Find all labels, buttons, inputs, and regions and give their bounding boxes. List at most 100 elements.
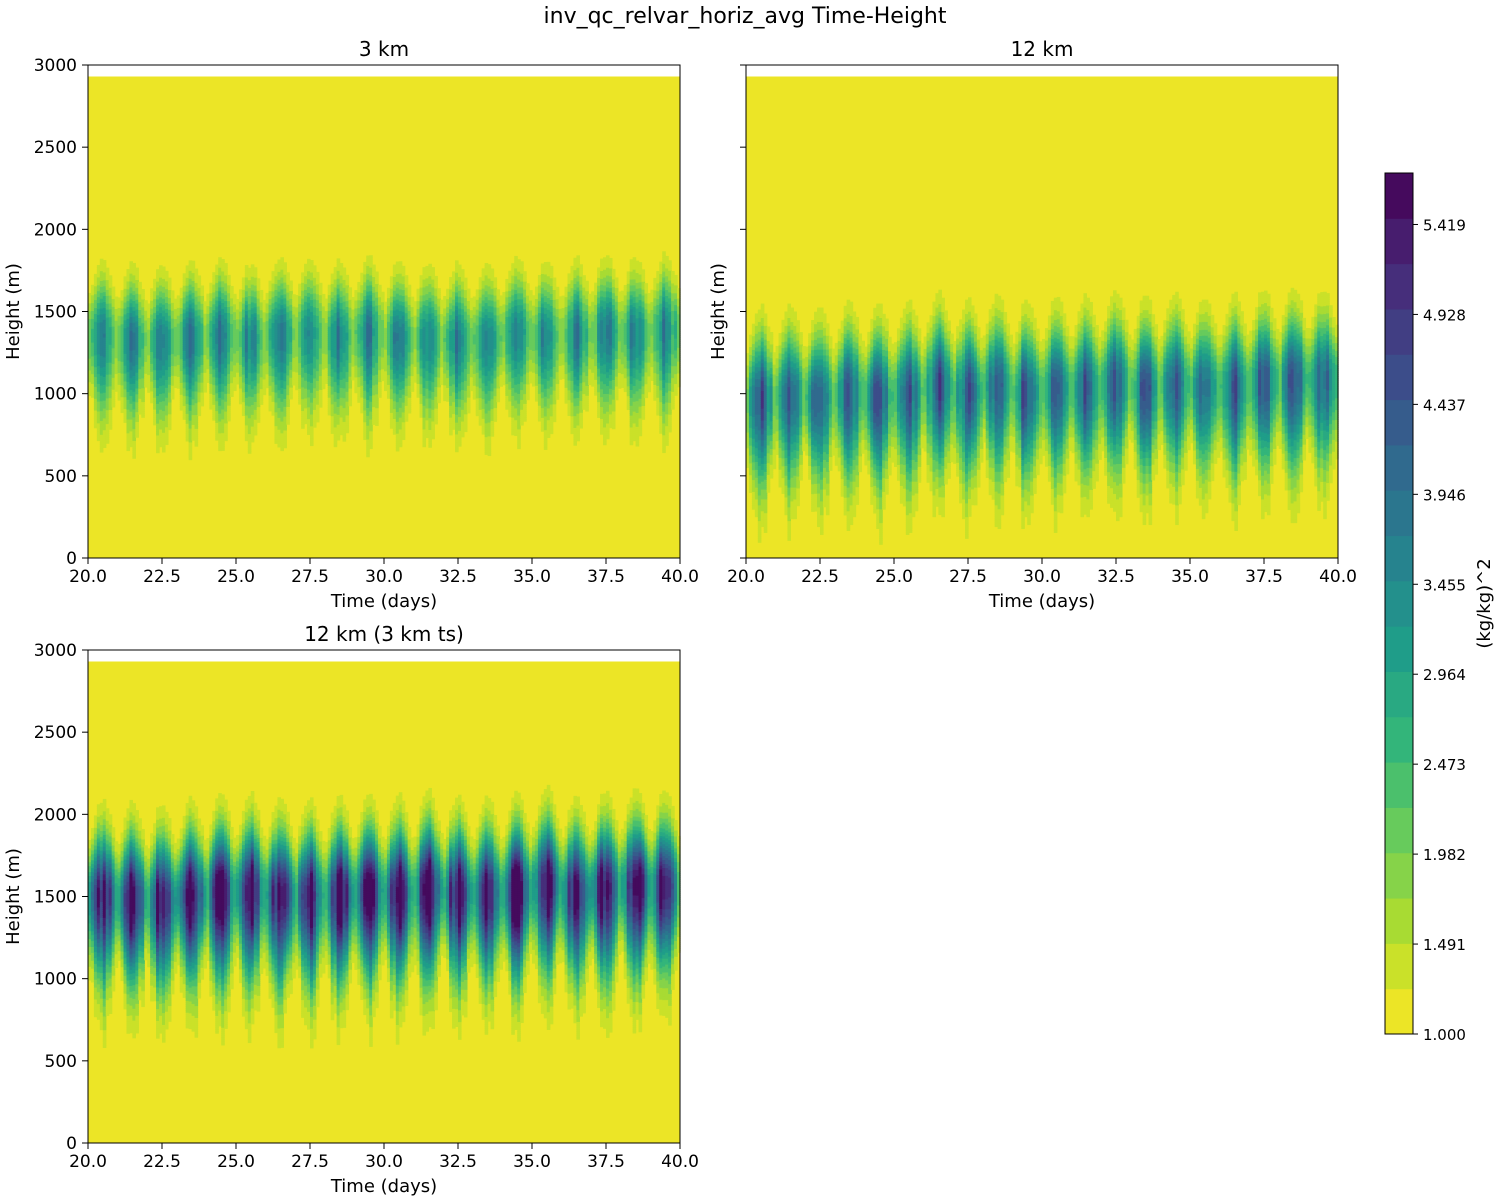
heatmap-cell xyxy=(99,418,104,422)
heatmap-cell xyxy=(90,294,95,298)
heatmap-cell xyxy=(156,304,160,308)
heatmap-cell xyxy=(93,335,98,338)
heatmap-cell xyxy=(90,298,95,302)
heatmap-cell xyxy=(126,336,131,339)
heatmap-cell xyxy=(99,327,104,331)
heatmap-cell xyxy=(153,387,157,390)
heatmap-cell xyxy=(114,387,119,390)
heatmap-cell xyxy=(153,418,157,422)
heatmap-cell xyxy=(135,291,139,294)
heatmap-cell xyxy=(159,426,163,430)
heatmap-cell xyxy=(162,408,166,412)
heatmap-cell xyxy=(120,309,125,313)
heatmap-cell xyxy=(90,379,95,383)
heatmap-cell xyxy=(99,290,104,293)
heatmap-cell xyxy=(111,375,116,378)
heatmap-cell xyxy=(141,338,145,341)
heatmap-cell xyxy=(141,379,145,383)
heatmap-cell xyxy=(111,353,116,357)
heatmap-cell xyxy=(144,359,148,362)
heatmap-cell xyxy=(141,296,145,300)
heatmap-cell xyxy=(132,326,136,329)
heatmap-cell xyxy=(153,420,157,424)
heatmap-cell xyxy=(120,382,125,386)
heatmap-cell xyxy=(102,417,107,421)
heatmap-cell xyxy=(96,304,101,308)
heatmap-cell xyxy=(144,371,148,374)
heatmap-cell xyxy=(117,376,122,379)
heatmap-cell xyxy=(159,411,163,414)
heatmap-cell xyxy=(135,374,139,377)
heatmap-cell xyxy=(105,409,110,413)
heatmap-cell xyxy=(102,297,107,301)
heatmap-cell xyxy=(93,315,98,318)
heatmap-cell xyxy=(159,373,163,377)
heatmap-cell xyxy=(144,375,148,378)
heatmap-cell xyxy=(108,399,113,403)
heatmap-cell xyxy=(162,404,166,408)
heatmap-cell xyxy=(141,399,145,403)
heatmap-cell xyxy=(147,370,151,374)
heatmap-cell xyxy=(120,367,125,370)
heatmap-cell xyxy=(162,341,166,345)
heatmap-cell xyxy=(147,388,151,391)
heatmap-cell xyxy=(117,342,122,346)
heatmap-cell xyxy=(96,264,101,268)
heatmap-cell xyxy=(102,358,107,362)
heatmap-cell xyxy=(102,321,107,324)
heatmap-cell xyxy=(123,371,128,374)
heatmap-cell xyxy=(162,416,166,419)
heatmap-cell xyxy=(150,292,154,295)
heatmap-cell xyxy=(150,349,154,353)
heatmap-cell xyxy=(99,292,104,295)
heatmap-cell xyxy=(147,321,151,324)
heatmap-cell xyxy=(129,290,133,294)
heatmap-cell xyxy=(126,379,131,383)
heatmap-cell xyxy=(93,358,98,362)
heatmap-cell xyxy=(129,336,133,339)
heatmap-cell xyxy=(135,303,139,306)
heatmap-cell xyxy=(90,316,95,319)
heatmap-cell xyxy=(105,397,110,401)
heatmap-cell xyxy=(162,445,166,449)
heatmap-cell xyxy=(126,385,131,388)
heatmap-cell xyxy=(144,339,148,343)
heatmap-cell xyxy=(147,372,151,376)
heatmap-cell xyxy=(138,370,142,374)
heatmap-cell xyxy=(93,396,98,399)
heatmap-cell xyxy=(135,401,139,405)
heatmap-cell xyxy=(111,359,116,363)
heatmap-cell xyxy=(150,315,154,319)
heatmap-cell xyxy=(138,376,142,380)
heatmap-cell xyxy=(159,302,163,306)
heatmap-cell xyxy=(156,324,160,327)
heatmap-cell xyxy=(153,345,157,349)
heatmap-cell xyxy=(138,354,142,358)
heatmap-cell xyxy=(99,274,104,278)
heatmap-cell xyxy=(88,387,92,391)
heatmap-cell xyxy=(117,340,122,344)
heatmap-cell xyxy=(132,422,136,426)
heatmap-cell xyxy=(144,310,148,313)
heatmap-cell xyxy=(102,386,107,389)
heatmap-cell xyxy=(108,356,113,359)
heatmap-cell xyxy=(99,276,104,280)
heatmap-cell xyxy=(123,327,128,331)
heatmap-cell xyxy=(105,318,110,322)
heatmap-cell xyxy=(159,375,163,379)
heatmap-cell xyxy=(156,423,160,426)
heatmap-cell xyxy=(99,329,104,333)
heatmap-cell xyxy=(126,276,131,280)
heatmap-cell xyxy=(99,262,104,266)
heatmap-cell xyxy=(96,414,101,418)
heatmap-cell xyxy=(123,341,128,345)
heatmap-cell xyxy=(105,413,110,417)
heatmap-cell xyxy=(141,298,145,302)
heatmap-cell xyxy=(120,327,125,331)
heatmap-cell xyxy=(126,312,131,316)
heatmap-cell xyxy=(96,367,101,371)
heatmap-cell xyxy=(132,420,136,424)
heatmap-cell xyxy=(164,434,169,438)
heatmap-cell xyxy=(126,306,131,310)
heatmap-cell xyxy=(135,417,139,421)
